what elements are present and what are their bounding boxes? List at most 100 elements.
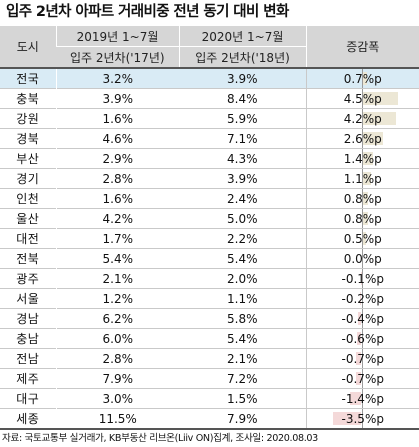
cell-2019: 1.6% xyxy=(55,188,179,209)
zero-baseline xyxy=(361,189,363,208)
table-row: 경기 2.8% 3.9% 1.1%p xyxy=(0,168,419,189)
cell-2020: 3.9% xyxy=(179,67,306,89)
table-row: 대구 3.0% 1.5% -1.4%p xyxy=(0,388,419,409)
cell-2020: 2.0% xyxy=(179,268,306,289)
change-label: -1.4%p xyxy=(341,391,384,406)
cell-city: 전남 xyxy=(0,348,56,369)
change-bar xyxy=(356,332,362,345)
header-change: 증감폭 xyxy=(305,26,419,68)
cell-2020: 2.1% xyxy=(179,348,306,369)
cell-change: -1.4%p xyxy=(305,388,419,409)
cell-city: 제주 xyxy=(0,368,56,389)
change-label: 4.2%p xyxy=(343,111,382,126)
change-label: 4.5%p xyxy=(343,91,382,106)
cell-city: 세종 xyxy=(0,408,56,430)
change-bar xyxy=(360,272,362,285)
cell-city: 부산 xyxy=(0,148,56,169)
change-bar xyxy=(361,212,369,225)
cell-2020: 7.9% xyxy=(179,408,306,430)
cell-2019: 1.7% xyxy=(55,228,179,249)
change-bar xyxy=(361,92,399,105)
zero-baseline xyxy=(361,149,363,168)
cell-city: 대전 xyxy=(0,228,56,249)
change-label: -0.7%p xyxy=(341,371,384,386)
change-bar xyxy=(361,112,396,125)
cell-2020: 5.4% xyxy=(179,248,306,269)
change-bar xyxy=(359,292,362,305)
zero-baseline xyxy=(361,249,363,268)
cell-2019: 1.2% xyxy=(55,288,179,309)
cell-city: 경북 xyxy=(0,128,56,149)
cell-2020: 7.1% xyxy=(179,128,306,149)
table-body: 전국 3.2% 3.9% 0.7%p 충북 3.9% 8.4% 4.5%p 강원 1.6% 5.9%… xyxy=(0,67,419,430)
cell-2019: 3.2% xyxy=(55,67,179,89)
change-label: 0.8%p xyxy=(343,211,382,226)
cell-city: 전국 xyxy=(0,67,56,89)
table-row: 광주 2.1% 2.0% -0.1%p xyxy=(0,268,419,289)
cell-change: -0.1%p xyxy=(305,268,419,289)
cell-change: 0.5%p xyxy=(305,228,419,249)
cell-change: -0.7%p xyxy=(305,368,419,389)
zero-baseline xyxy=(361,389,363,408)
cell-change: -0.6%p xyxy=(305,328,419,349)
zero-baseline xyxy=(361,89,363,108)
cell-2020: 1.5% xyxy=(179,388,306,409)
cell-2019: 6.0% xyxy=(55,328,179,349)
header-city: 도시 xyxy=(0,26,56,68)
cell-city: 강원 xyxy=(0,108,56,129)
cell-city: 서울 xyxy=(0,288,56,309)
change-label: 0.7%p xyxy=(343,71,382,86)
cell-change: 2.6%p xyxy=(305,128,419,149)
cell-2020: 2.4% xyxy=(179,188,306,209)
change-bar xyxy=(355,352,362,365)
cell-2019: 11.5% xyxy=(55,408,179,430)
table-row: 경남 6.2% 5.8% -0.4%p xyxy=(0,308,419,329)
chart-title: 입주 2년차 아파트 거래비중 전년 동기 대비 변화 xyxy=(6,4,289,20)
change-bar xyxy=(355,372,362,385)
cell-2020: 5.4% xyxy=(179,328,306,349)
cell-2019: 2.8% xyxy=(55,168,179,189)
cell-city: 인천 xyxy=(0,188,56,209)
cell-2020: 5.9% xyxy=(179,108,306,129)
zero-baseline xyxy=(361,329,363,348)
change-label: -0.4%p xyxy=(341,311,384,326)
cell-2020: 5.8% xyxy=(179,308,306,329)
cell-2020: 4.3% xyxy=(179,148,306,169)
table-row: 제주 7.9% 7.2% -0.7%p xyxy=(0,368,419,389)
cell-change: 0.7%p xyxy=(305,67,419,89)
cell-2020: 5.0% xyxy=(179,208,306,229)
zero-baseline xyxy=(361,169,363,188)
zero-baseline xyxy=(361,229,363,248)
subheader-2019: 입주 2년차('17년) xyxy=(56,46,179,68)
change-label: -0.1%p xyxy=(341,271,384,286)
change-bar xyxy=(361,192,369,205)
change-label: 0.8%p xyxy=(343,191,382,206)
cell-2019: 3.0% xyxy=(55,388,179,409)
zero-baseline xyxy=(361,369,363,388)
subheader-2020: 입주 2년차('18년) xyxy=(178,46,306,68)
cell-2019: 1.6% xyxy=(55,108,179,129)
cell-change: -0.4%p xyxy=(305,308,419,329)
cell-change: 0.8%p xyxy=(305,208,419,229)
cell-2019: 3.9% xyxy=(55,88,179,109)
cell-change: 4.5%p xyxy=(305,88,419,109)
change-bar xyxy=(361,72,368,85)
table-row: 대전 1.7% 2.2% 0.5%p xyxy=(0,228,419,249)
zero-baseline xyxy=(361,209,363,228)
cell-2019: 2.8% xyxy=(55,348,179,369)
cell-city: 충북 xyxy=(0,88,56,109)
cell-change: 0.0%p xyxy=(305,248,419,269)
table-row: 부산 2.9% 4.3% 1.4%p xyxy=(0,148,419,169)
change-bar xyxy=(332,412,362,425)
table-row: 인천 1.6% 2.4% 0.8%p xyxy=(0,188,419,209)
cell-change: 1.4%p xyxy=(305,148,419,169)
cell-city: 전북 xyxy=(0,248,56,269)
table-row: 전국 3.2% 3.9% 0.7%p xyxy=(0,67,419,89)
cell-change: 1.1%p xyxy=(305,168,419,189)
zero-baseline xyxy=(361,269,363,288)
change-label: -0.7%p xyxy=(341,351,384,366)
change-label: -0.6%p xyxy=(341,331,384,346)
table-row: 세종 11.5% 7.9% -3.5%p xyxy=(0,408,419,430)
table-row: 충남 6.0% 5.4% -0.6%p xyxy=(0,328,419,349)
